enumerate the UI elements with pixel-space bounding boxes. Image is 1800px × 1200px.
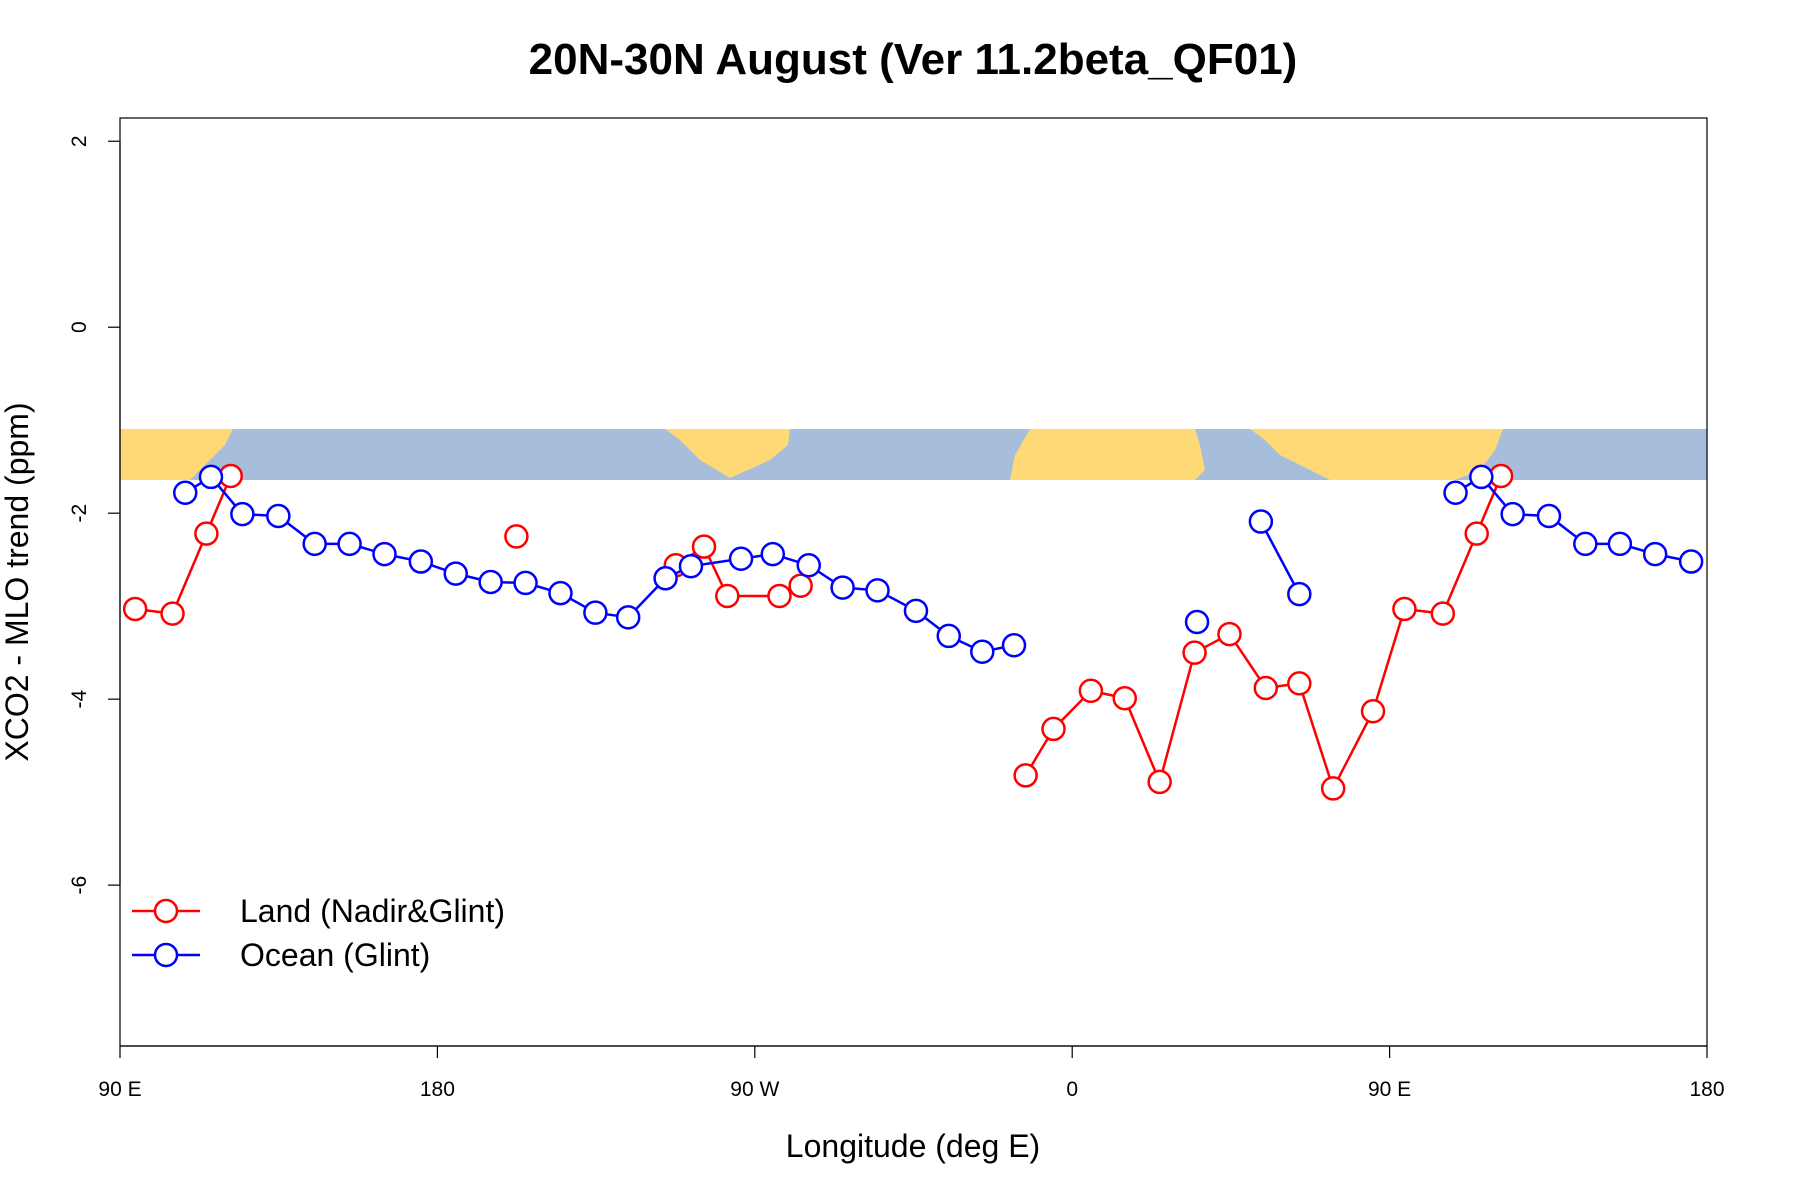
- y-axis-label: XCO2 - MLO trend (ppm): [0, 402, 35, 761]
- series-point: [1573, 531, 1598, 557]
- series-point: [1430, 601, 1456, 626]
- series-point: [583, 600, 608, 625]
- series-line: [135, 475, 232, 615]
- x-tick-label: 90 E: [1368, 1078, 1411, 1101]
- x-tick-label: 180: [420, 1078, 455, 1101]
- legend-label: Ocean (Glint): [240, 937, 430, 973]
- series-point: [194, 521, 219, 546]
- y-tick-label: 2: [68, 135, 91, 147]
- series-point: [1464, 521, 1489, 546]
- series-point: [302, 531, 327, 557]
- x-tick-label: 90 E: [98, 1078, 141, 1101]
- series-point: [767, 583, 792, 609]
- series-point: [1078, 678, 1104, 704]
- series-point: [1642, 541, 1668, 567]
- series-point: [1678, 549, 1704, 574]
- series-point: [408, 549, 434, 574]
- y-tick-label: 0: [68, 321, 91, 333]
- series-point: [830, 575, 855, 600]
- series-point: [903, 598, 929, 624]
- series-point: [1500, 501, 1525, 527]
- series-point: [513, 570, 538, 596]
- series-point: [1041, 716, 1066, 742]
- series-point: [1248, 509, 1274, 534]
- series-point: [372, 541, 397, 567]
- x-axis-label: Longitude (deg E): [786, 1128, 1040, 1164]
- map-land: [1250, 429, 1503, 480]
- series-point: [443, 561, 468, 586]
- series-point: [122, 596, 148, 622]
- y-tick-label: -6: [68, 876, 91, 895]
- series-point: [760, 541, 786, 567]
- series-point: [1287, 671, 1312, 696]
- series-point: [1443, 480, 1468, 505]
- series-point: [1360, 699, 1386, 724]
- series-point: [678, 553, 704, 579]
- legend-marker: [153, 898, 179, 924]
- map-land: [665, 429, 790, 478]
- series-point: [1253, 675, 1279, 701]
- series-point: [615, 605, 641, 630]
- series-point: [1013, 763, 1038, 788]
- series-point: [198, 464, 224, 490]
- x-tick-label: 0: [1066, 1078, 1078, 1101]
- series-point: [172, 480, 198, 505]
- map-land: [1010, 429, 1205, 480]
- series-point: [691, 534, 717, 559]
- y-tick-label: -2: [68, 504, 91, 523]
- y-tick-label: -4: [68, 690, 91, 709]
- series-line: [184, 475, 1015, 654]
- series-point: [1320, 776, 1346, 801]
- series-point: [1607, 531, 1633, 557]
- series-point: [1217, 621, 1242, 647]
- series-point: [1536, 503, 1562, 529]
- series-point: [337, 531, 362, 557]
- x-tick-label: 180: [1689, 1078, 1724, 1101]
- series-point: [788, 573, 813, 598]
- series-point: [1469, 464, 1494, 490]
- map-land: [120, 429, 233, 480]
- legend-label: Land (Nadir&Glint): [240, 893, 505, 929]
- series-point: [1182, 640, 1207, 665]
- series-point: [865, 578, 890, 603]
- series-point: [796, 553, 822, 578]
- series-point: [1392, 596, 1417, 622]
- series-point: [1112, 685, 1137, 711]
- series-point: [230, 501, 255, 527]
- series-point: [1001, 632, 1027, 658]
- series-point: [728, 546, 754, 572]
- series-point: [936, 623, 962, 649]
- x-tick-label: 90 W: [730, 1078, 779, 1101]
- series-point: [1287, 581, 1312, 607]
- series-point: [715, 583, 740, 609]
- series-point: [653, 566, 678, 591]
- series-point: [478, 569, 503, 595]
- series-point: [1147, 769, 1172, 795]
- series-point: [160, 601, 185, 626]
- map-strip: [120, 429, 1707, 480]
- series-point: [970, 639, 995, 664]
- series-point: [548, 580, 573, 606]
- series-point: [266, 503, 291, 529]
- series-point: [1184, 609, 1210, 635]
- chart-title: 20N-30N August (Ver 11.2beta_QF01): [529, 35, 1298, 84]
- series-point: [504, 524, 529, 549]
- series-line: [1259, 520, 1301, 595]
- legend-marker: [153, 942, 179, 968]
